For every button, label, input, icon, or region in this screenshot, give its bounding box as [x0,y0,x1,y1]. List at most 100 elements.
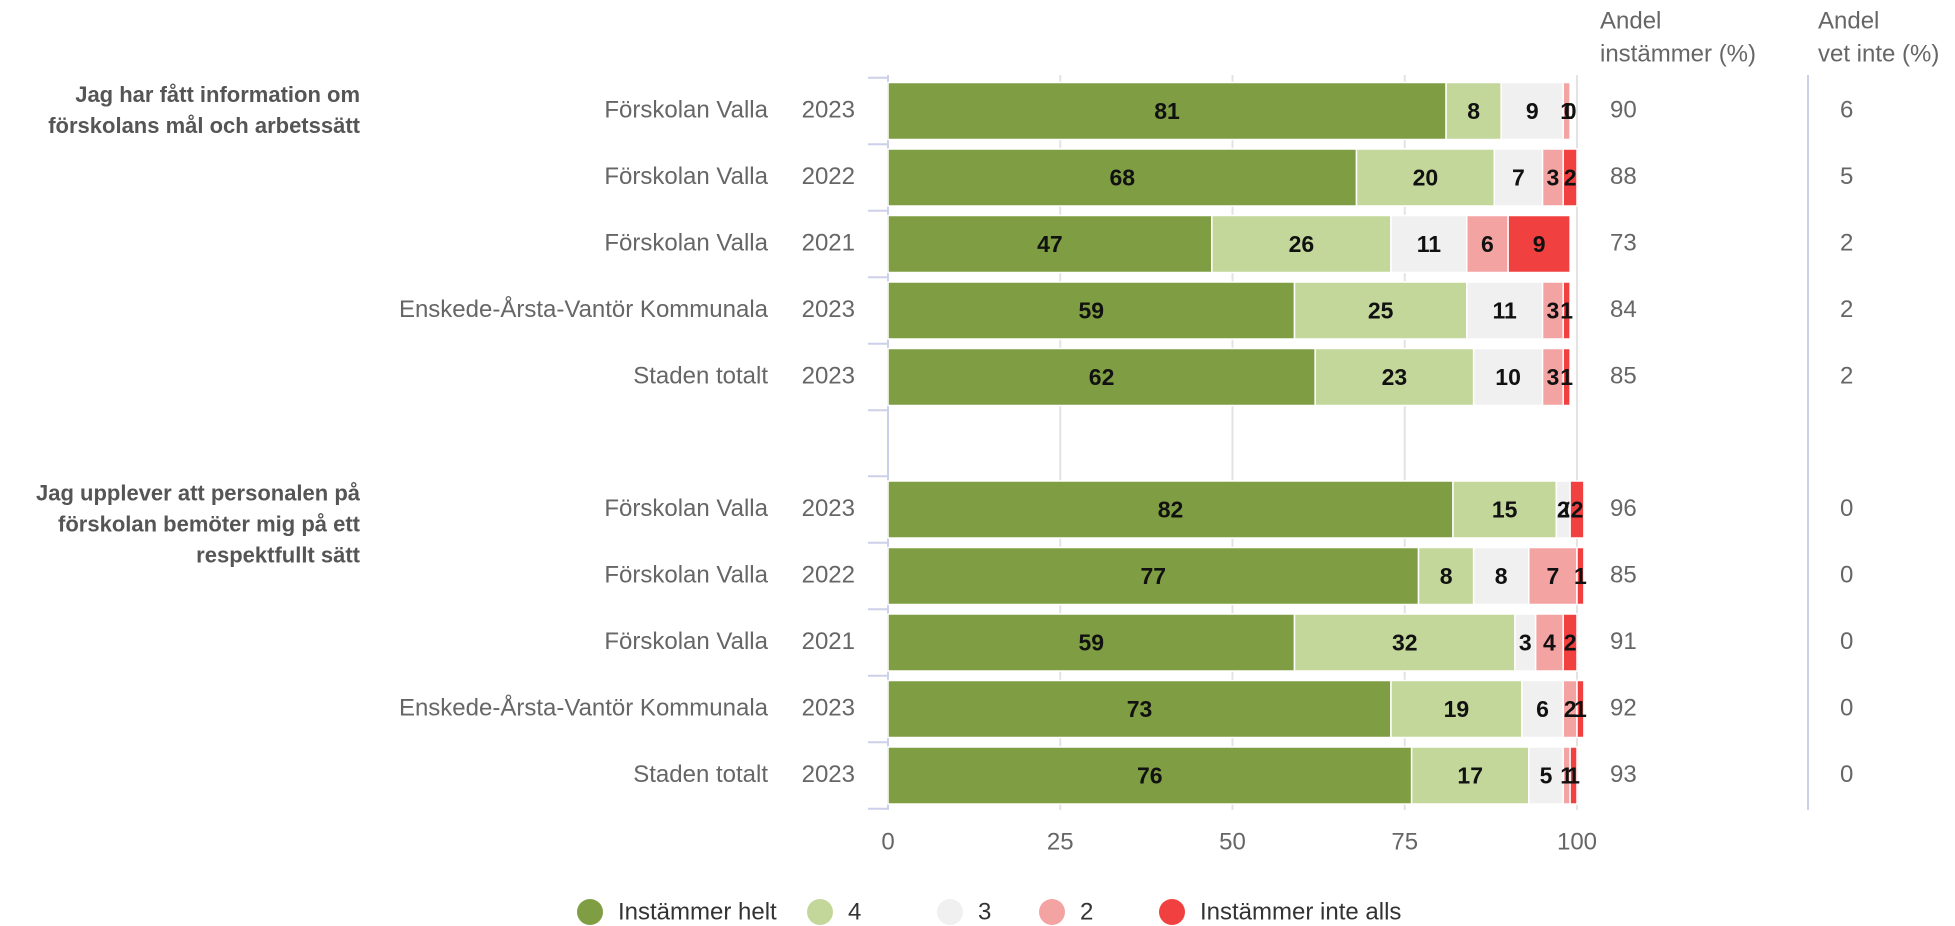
data-label: 19 [1444,696,1470,722]
question: respektfullt sätt [196,542,360,567]
data-label: 2 [1571,497,1584,523]
data-label: 17 [1457,763,1483,789]
bar-segment [1211,214,1392,274]
bar-segment [887,81,1447,141]
legend-label: Instämmer inte alls [1200,898,1401,925]
bar-segment [887,746,1413,805]
legend-marker [937,899,963,925]
data-label: 7 [1512,165,1525,191]
x-tick-label: 25 [1047,828,1074,855]
vet-inte-value: 2 [1840,362,1853,389]
bar-segment [1293,281,1468,340]
data-label: 8 [1440,563,1453,589]
legend-label: 2 [1080,898,1093,925]
data-label: 59 [1078,298,1104,324]
row-label: Enskede-Årsta-Vantör Kommunala [399,295,769,323]
data-label: 68 [1109,165,1135,191]
legend-marker [1159,899,1185,925]
row-year: 2023 [802,296,855,323]
andel-value: 93 [1610,761,1637,788]
bar-segment [1445,81,1502,141]
bar-segment [887,214,1213,274]
legend-marker [577,899,603,925]
data-label: 8 [1467,98,1480,124]
data-label: 8 [1495,563,1508,589]
row-label: Staden totalt [633,362,768,389]
data-label: 1 [1574,696,1587,722]
data-label: 7 [1546,563,1559,589]
bar-segment [1493,148,1544,207]
question: Jag upplever att personalen på [36,480,361,505]
bar-segment [1569,480,1585,539]
data-label: 5 [1540,763,1553,789]
andel-value: 88 [1610,163,1637,190]
column-header: vet inte (%) [1818,40,1939,67]
bar-segment [1562,281,1571,340]
data-label: 2 [1564,165,1577,191]
data-label: 1 [1567,763,1580,789]
data-label: 9 [1526,98,1539,124]
legend-marker [807,899,833,925]
bar-segment [1562,81,1571,141]
andel-value: 96 [1610,495,1637,522]
data-label: 15 [1492,497,1518,523]
andel-value: 85 [1610,561,1637,588]
row-year: 2022 [802,561,855,588]
data-label: 23 [1382,364,1408,390]
question: förskolans mål och arbetssätt [48,113,360,138]
row-year: 2023 [802,694,855,721]
vet-inte-value: 0 [1840,628,1853,655]
data-label: 26 [1289,231,1315,257]
row-label: Förskolan Valla [604,96,768,123]
bar-segment [1576,546,1585,606]
bar-segment [1472,347,1544,407]
bar-segment [1534,613,1564,672]
data-label: 1 [1560,298,1573,324]
data-label: 2 [1564,696,1577,722]
andel-value: 91 [1610,628,1637,655]
bar-segment [887,613,1296,672]
row-label: Staden totalt [633,761,768,788]
legend-label: 3 [978,898,991,925]
vet-inte-value: 2 [1840,296,1853,323]
andel-value: 73 [1610,229,1637,256]
row-year: 2023 [802,362,855,389]
x-tick-label: 0 [881,828,894,855]
row-label: Enskede-Årsta-Vantör Kommunala [399,693,769,721]
data-label: 82 [1158,497,1184,523]
vet-inte-value: 6 [1840,96,1853,123]
question: Jag har fått information om [75,82,360,107]
data-label: 4 [1543,630,1556,656]
row-year: 2022 [802,163,855,190]
row-year: 2023 [802,495,855,522]
data-label: 32 [1392,630,1418,656]
x-tick-label: 50 [1219,828,1246,855]
row-year: 2021 [802,229,855,256]
data-label: 3 [1546,165,1559,191]
vet-inte-value: 0 [1840,694,1853,721]
vet-inte-value: 5 [1840,163,1853,190]
data-label: 3 [1546,364,1559,390]
vet-inte-value: 2 [1840,229,1853,256]
data-label: 62 [1089,364,1115,390]
andel-value: 92 [1610,694,1637,721]
column-header: instämmer (%) [1600,40,1756,67]
vet-inte-value: 0 [1840,761,1853,788]
data-label: 3 [1519,630,1532,656]
bar-segment [1466,214,1509,274]
bar-segment [887,679,1392,739]
vet-inte-value: 0 [1840,561,1853,588]
data-label: 47 [1037,231,1063,257]
data-label: 11 [1492,298,1517,324]
data-label: 10 [1495,364,1521,390]
data-label: 76 [1137,763,1163,789]
bar-segment [1576,679,1585,739]
andel-value: 84 [1610,296,1637,323]
bar-segment [887,347,1316,407]
bar-segment [887,281,1296,340]
row-year: 2021 [802,628,855,655]
data-label: 11 [1417,231,1442,257]
data-label: 1 [1560,98,1573,124]
data-label: 20 [1413,165,1439,191]
